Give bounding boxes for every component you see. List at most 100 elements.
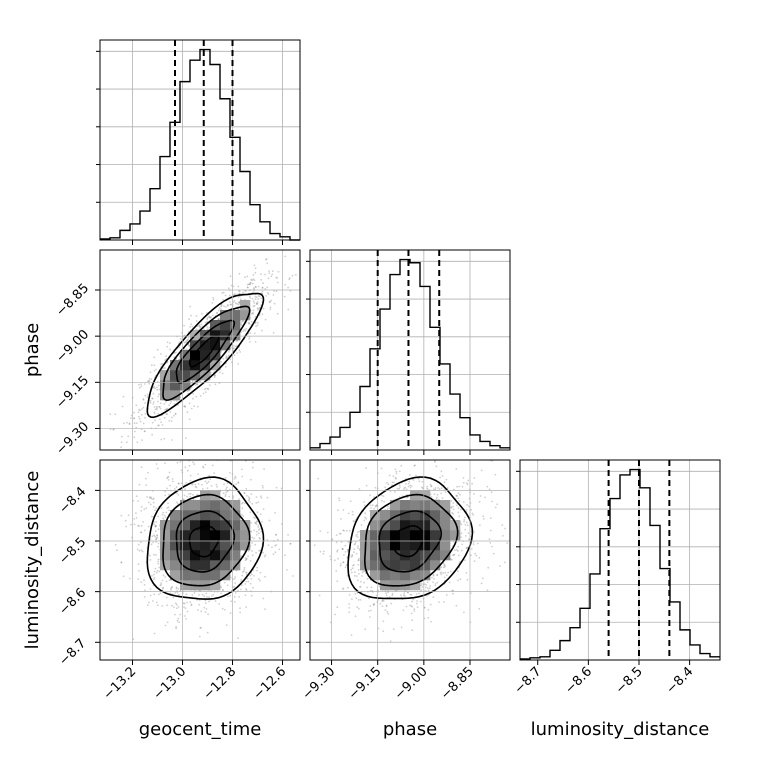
scatter-point — [173, 606, 175, 609]
scatter-point — [178, 621, 181, 624]
scatter-point — [347, 586, 349, 589]
density-bin — [210, 500, 221, 511]
scatter-point — [141, 505, 143, 508]
scatter-point — [363, 501, 365, 503]
scatter-point — [268, 270, 270, 272]
scatter-point — [238, 349, 241, 352]
scatter-point — [283, 295, 286, 298]
scatter-point — [427, 617, 430, 619]
scatter-point — [458, 485, 460, 488]
scatter-point — [348, 611, 351, 614]
scatter-point — [183, 405, 186, 407]
scatter-point — [155, 571, 158, 574]
scatter-point — [406, 496, 408, 499]
scatter-point — [222, 291, 225, 294]
scatter-point — [191, 482, 194, 485]
scatter-point — [183, 494, 186, 497]
scatter-point — [133, 422, 136, 425]
scatter-point — [171, 604, 173, 607]
scatter-point — [387, 591, 389, 594]
scatter-point — [147, 525, 150, 528]
scatter-point — [257, 298, 260, 300]
scatter-point — [203, 595, 206, 598]
scatter-point — [400, 594, 402, 596]
scatter-point — [344, 551, 347, 553]
scatter-point — [148, 379, 151, 382]
scatter-point — [425, 584, 428, 586]
scatter-point — [246, 455, 248, 457]
scatter-point — [320, 486, 322, 488]
density-bin — [240, 520, 251, 531]
scatter-point — [451, 511, 454, 514]
scatter-point — [154, 419, 157, 422]
scatter-point — [160, 584, 163, 586]
scatter-point — [411, 600, 413, 603]
scatter-point — [214, 374, 216, 377]
scatter-point — [232, 345, 235, 347]
scatter-point — [318, 594, 321, 597]
scatter-point — [140, 466, 143, 469]
scatter-point — [146, 604, 149, 607]
scatter-point — [372, 603, 375, 606]
scatter-point — [155, 407, 158, 410]
scatter-point — [153, 534, 155, 537]
density-bin — [180, 550, 191, 561]
scatter-point — [153, 523, 156, 526]
scatter-point — [418, 592, 420, 595]
scatter-point — [200, 323, 203, 326]
scatter-point — [254, 322, 257, 324]
scatter-point — [445, 478, 448, 481]
scatter-point — [160, 363, 163, 366]
scatter-point — [237, 589, 239, 592]
scatter-point — [262, 508, 265, 510]
contour-level-2 — [175, 319, 236, 384]
scatter-point — [137, 411, 140, 414]
scatter-point — [230, 303, 232, 306]
scatter-point — [369, 616, 371, 618]
scatter-point — [443, 601, 445, 603]
scatter-point — [344, 566, 347, 569]
scatter-point — [137, 500, 139, 502]
scatter-point — [204, 463, 207, 466]
scatter-point — [458, 515, 461, 518]
scatter-point — [489, 517, 492, 519]
scatter-point — [220, 586, 223, 589]
scatter-point — [189, 326, 191, 328]
scatter-point — [153, 576, 156, 579]
scatter-point — [145, 477, 147, 480]
scatter-point — [251, 279, 254, 282]
scatter-point — [265, 258, 268, 260]
scatter-point — [430, 496, 433, 498]
density-bin — [160, 560, 171, 571]
scatter-point — [277, 270, 280, 273]
scatter-point — [452, 502, 455, 504]
scatter-point — [377, 627, 380, 630]
scatter-point — [357, 559, 360, 562]
scatter-point — [253, 279, 256, 282]
scatter-point — [166, 621, 169, 624]
scatter-point — [339, 564, 342, 567]
scatter-point — [415, 474, 417, 477]
scatter-point — [336, 550, 338, 553]
scatter-point — [266, 539, 269, 541]
scatter-point — [259, 513, 262, 516]
scatter-point — [160, 421, 163, 423]
density-bin — [190, 530, 201, 541]
scatter-point — [275, 486, 278, 489]
scatter-point — [95, 429, 97, 431]
scatter-point — [350, 571, 353, 574]
scatter-point — [138, 483, 141, 486]
scatter-point — [373, 602, 376, 605]
scatter-point — [405, 605, 408, 608]
density-bin — [220, 540, 231, 551]
scatter-point — [306, 548, 308, 550]
scatter-point — [217, 318, 220, 321]
scatter-point — [140, 524, 143, 527]
scatter-point — [239, 298, 242, 301]
scatter-point — [341, 547, 344, 550]
scatter-point — [141, 439, 143, 441]
scatter-point — [220, 308, 222, 311]
scatter-point — [353, 564, 355, 566]
scatter-point — [171, 480, 174, 483]
scatter-point — [193, 405, 196, 408]
